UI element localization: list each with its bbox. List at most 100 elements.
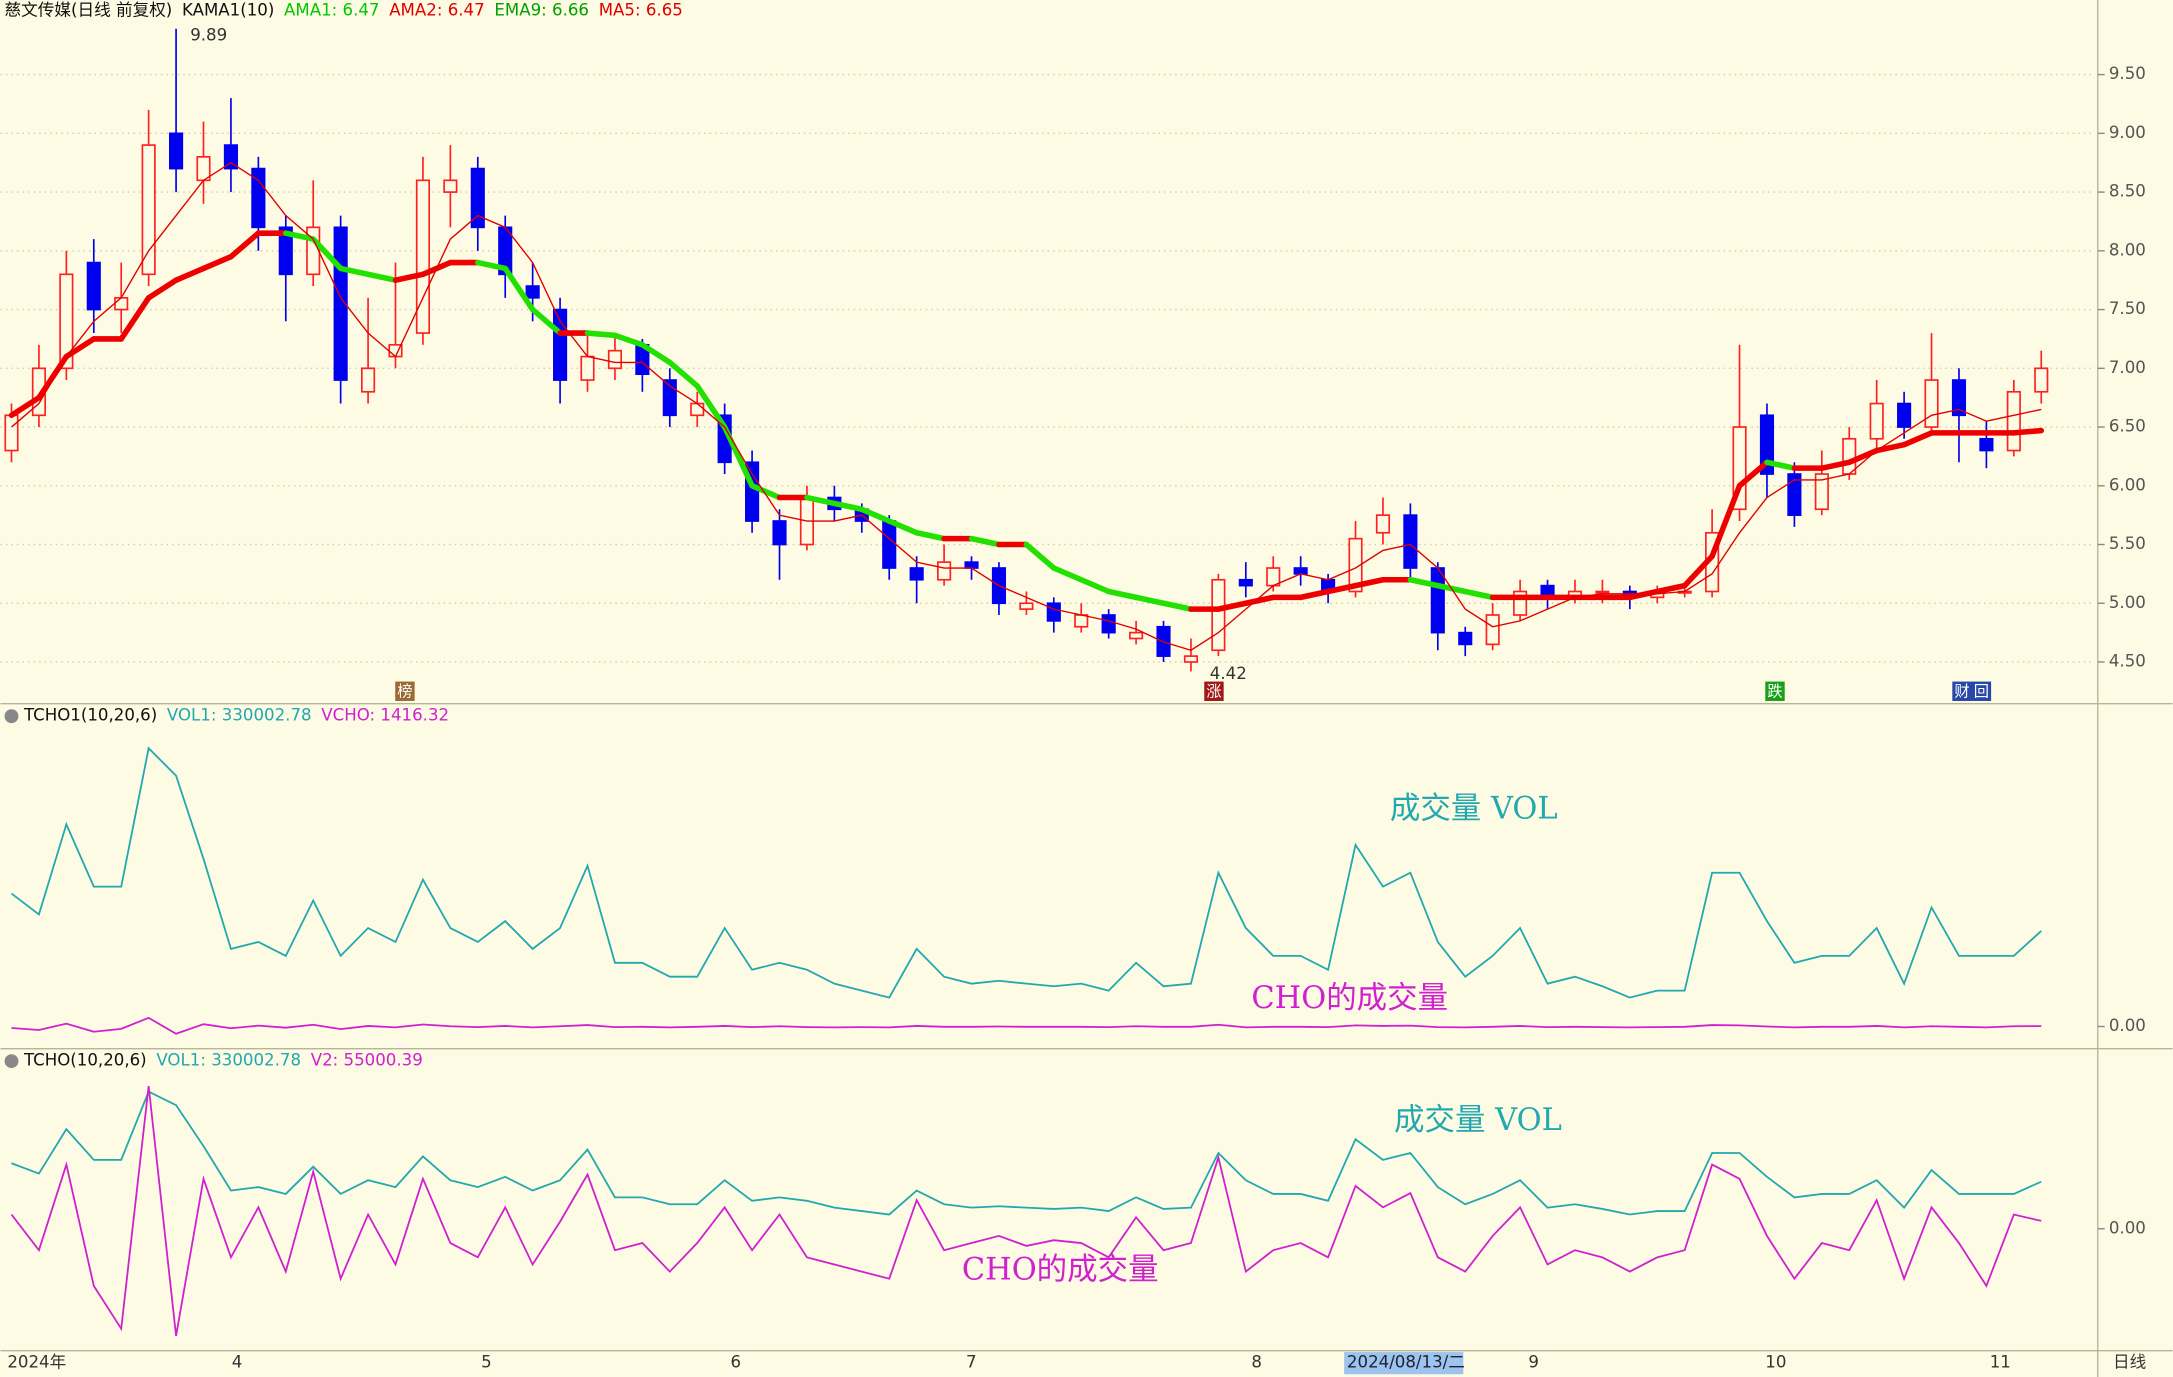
kama-segment xyxy=(1243,594,1277,607)
kama-segment xyxy=(1462,588,1496,601)
marker: 回 xyxy=(1974,682,1989,700)
candle-body xyxy=(114,296,129,311)
candle-body xyxy=(1842,437,1857,475)
kama-segment xyxy=(1105,588,1139,601)
candle-body xyxy=(1458,631,1473,646)
kama-segment xyxy=(1736,459,1770,489)
candle-body xyxy=(141,144,156,276)
panel-icon xyxy=(4,709,19,724)
marker-box xyxy=(395,681,415,701)
kama-segment xyxy=(1160,600,1194,612)
candle-body xyxy=(690,402,705,417)
annotation: 成交量 VOL xyxy=(1394,1103,1562,1138)
candle-body xyxy=(1595,590,1610,594)
kama-segment xyxy=(1352,576,1386,589)
kama-segment xyxy=(1133,594,1167,607)
y-tick-label: 0.00 xyxy=(2109,1016,2146,1035)
kama-segment xyxy=(200,253,234,272)
kama-segment xyxy=(1325,582,1359,595)
y-tick-label: 8.50 xyxy=(2109,182,2146,201)
kama-segment xyxy=(2011,427,2045,436)
marker: 跌 xyxy=(1767,682,1782,700)
kama-segment xyxy=(968,535,1002,548)
kama-segment xyxy=(8,394,42,419)
annotation: 成交量 VOL xyxy=(1390,791,1558,826)
candle-body xyxy=(1787,473,1802,516)
legend-text[interactable]: TCHO1(10,20,6) xyxy=(23,706,157,725)
y-tick-label: 5.50 xyxy=(2109,534,2146,553)
y-tick-label: 9.00 xyxy=(2109,123,2146,142)
candle-body xyxy=(415,179,431,334)
kama-segment xyxy=(118,295,152,342)
candle-body xyxy=(1951,379,1967,417)
kama-segment xyxy=(1819,459,1853,471)
candle-body xyxy=(1759,414,1775,475)
legend-text: MA5: 6.65 xyxy=(599,1,683,20)
candle-body xyxy=(1869,402,1884,440)
y-tick-label: 8.00 xyxy=(2109,240,2146,259)
candle-body xyxy=(1129,631,1144,640)
kama-segment xyxy=(1407,576,1441,589)
kama-segment xyxy=(529,306,563,336)
time-label: 10 xyxy=(1765,1353,1786,1372)
kama-segment xyxy=(584,330,618,339)
series-line xyxy=(10,1085,2042,1336)
marker: 财 xyxy=(1954,682,1969,700)
series-line xyxy=(11,1016,2042,1035)
time-label: 8 xyxy=(1251,1353,1262,1372)
y-tick-label: 0.00 xyxy=(2109,1218,2146,1237)
candle-body xyxy=(1430,567,1445,634)
candle-body xyxy=(1019,602,1034,610)
cursor-date-box xyxy=(1344,1352,1464,1375)
kama-segment xyxy=(1901,430,1935,448)
kama-segment xyxy=(612,332,646,348)
time-label: 9 xyxy=(1528,1353,1539,1372)
event-markers: 榜 涨 跌 财 回 xyxy=(395,681,1992,701)
candle-body xyxy=(1074,614,1089,628)
annotation: CHO的成交量 xyxy=(1251,981,1448,1016)
kama-segment xyxy=(913,529,947,542)
kama-segment xyxy=(337,265,371,278)
candle-body xyxy=(2006,390,2021,452)
kama-segment xyxy=(721,424,755,489)
marker-box xyxy=(1765,681,1785,701)
series-line xyxy=(11,1090,2042,1216)
y-tick-label: 6.00 xyxy=(2109,475,2146,494)
candle-body xyxy=(223,144,238,170)
high-label: 9.89 xyxy=(190,26,227,45)
candle-body xyxy=(361,367,376,393)
kama-segment xyxy=(1215,600,1249,612)
kama-segment xyxy=(804,494,838,507)
candle-body xyxy=(937,561,952,581)
candle-body xyxy=(306,226,321,276)
legend-text[interactable]: TCHO(10,20,6) xyxy=(23,1051,147,1070)
candle-body xyxy=(1266,567,1281,587)
kama-segment xyxy=(1681,553,1715,589)
candle-body xyxy=(964,561,979,569)
candle-body xyxy=(909,567,924,581)
candle-body xyxy=(86,261,101,311)
panel-icon xyxy=(4,1054,19,1069)
period-label[interactable]: 日线 xyxy=(2113,1353,2146,1372)
kama-segment xyxy=(749,483,783,501)
kama-segment xyxy=(283,230,316,242)
kama-segment xyxy=(1846,447,1880,466)
kama-segment xyxy=(228,230,262,260)
time-axis: 2024年 4 5 6 7 8 2024/08/13/二 9 10 11 日线 xyxy=(7,1352,2146,1375)
candle-body xyxy=(1348,537,1363,593)
kama-segment xyxy=(694,383,728,430)
kama-segment xyxy=(173,265,207,283)
time-label: 4 xyxy=(232,1353,243,1372)
y-tick-label: 5.00 xyxy=(2109,593,2146,612)
kama-segment xyxy=(1764,459,1798,471)
legend-text: VCHO: 1416.32 xyxy=(321,706,449,725)
candle-body xyxy=(1375,514,1391,534)
legend-text[interactable]: KAMA1(10) xyxy=(182,1,274,20)
low-label: 4.42 xyxy=(1210,664,1247,683)
time-label: 11 xyxy=(1990,1353,2011,1372)
kama-segment xyxy=(639,342,673,366)
candle-body xyxy=(1211,578,1226,652)
legend-text: VOL1: 330002.78 xyxy=(156,1051,301,1070)
